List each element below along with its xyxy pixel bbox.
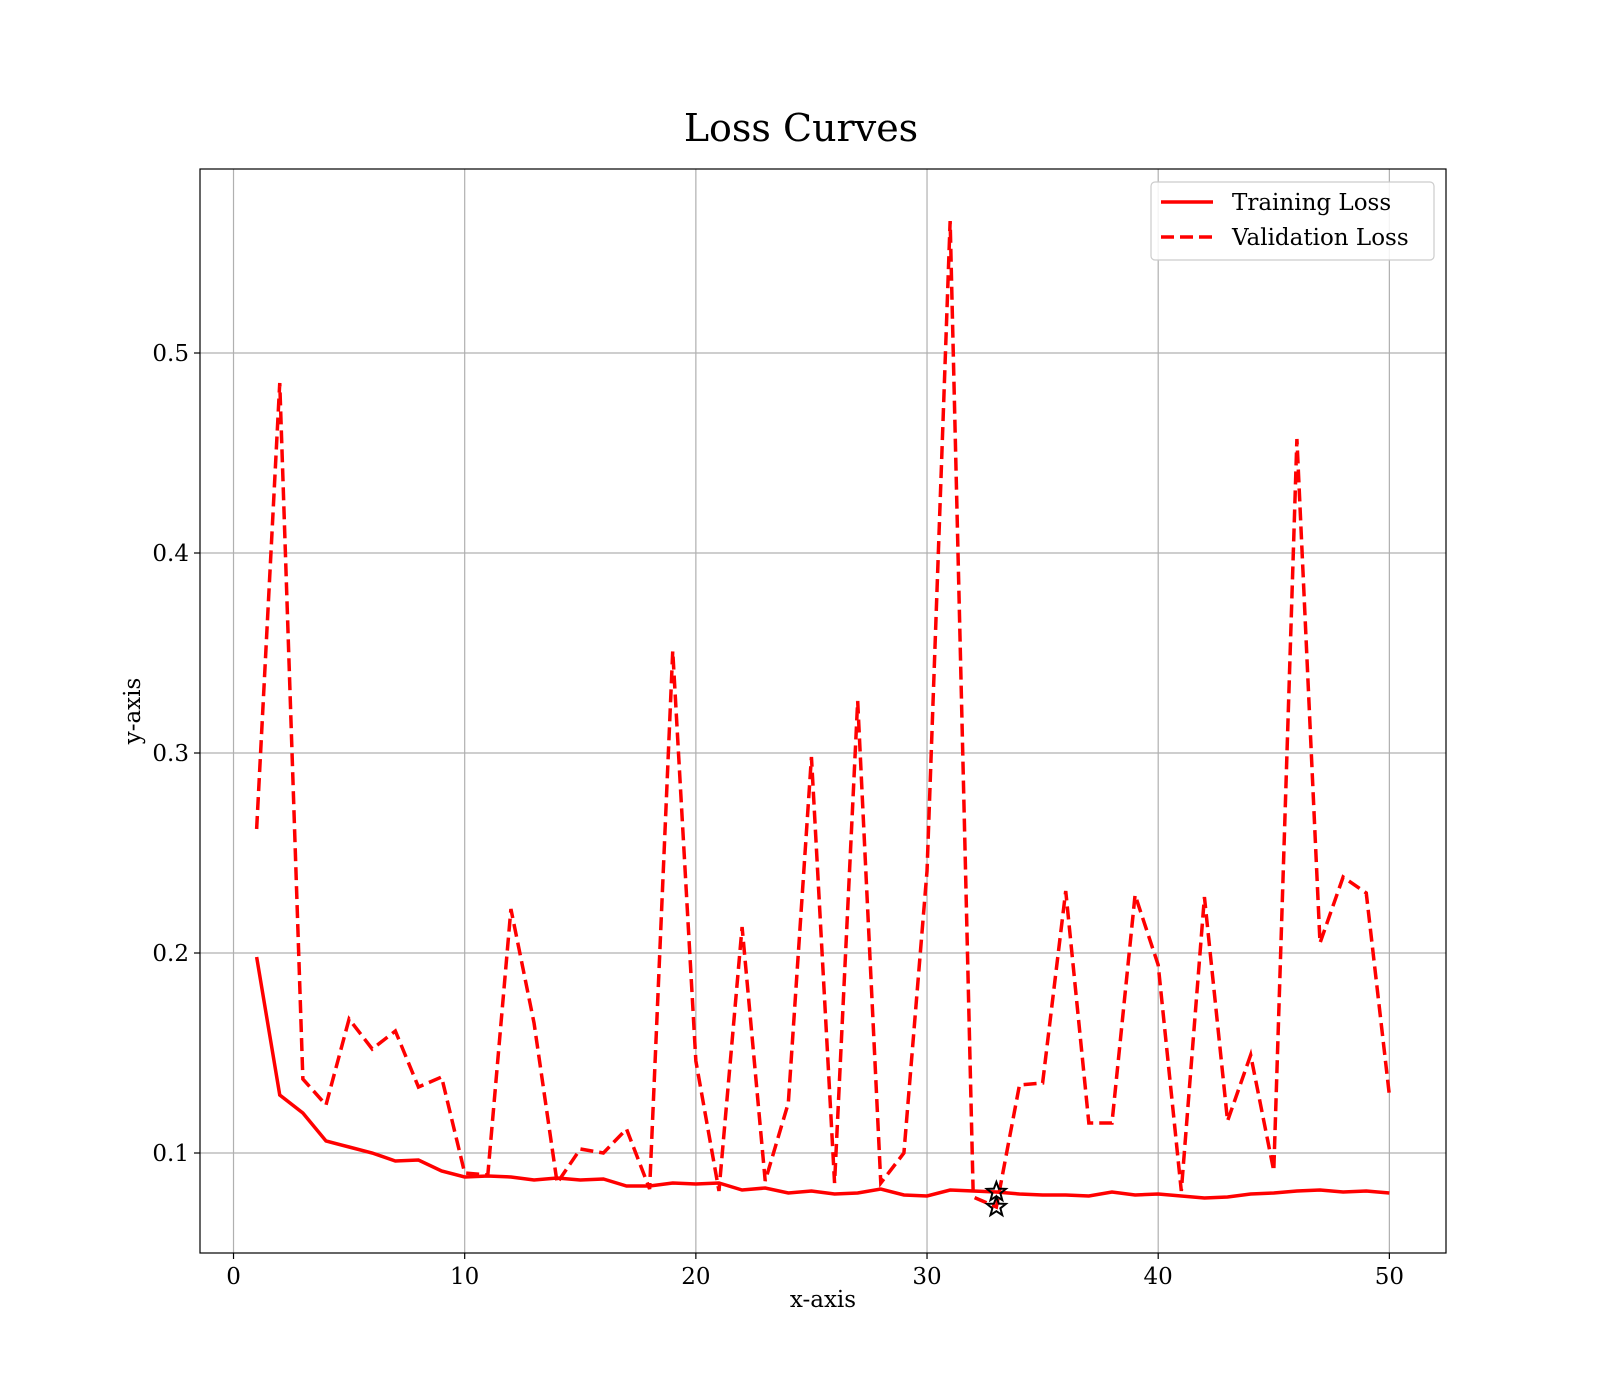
y-tick-label: 0.1 [152,1141,189,1167]
x-axis-label: x-axis [790,1287,856,1313]
y-ticks: 0.1 0.2 0.3 0.4 0.5 [152,341,200,1167]
legend: Training Loss Validation Loss [1150,181,1435,261]
series-lines [254,220,1392,1210]
legend-label-training-loss: Training Loss [1232,190,1391,216]
x-tick-label: 40 [1144,1264,1173,1290]
markers [984,1179,1009,1218]
best-epoch-star-marker [984,1194,1009,1218]
y-tick-label: 0.3 [152,741,189,767]
y-tick-label: 0.2 [152,941,189,967]
y-tick-label: 0.4 [152,541,189,567]
y-tick-label: 0.5 [152,341,189,367]
legend-box [1150,181,1435,261]
legend-label-validation-loss: Validation Loss [1231,225,1409,251]
series-line-training-loss [254,956,1390,1200]
grid-lines [200,169,1446,1253]
x-tick-label: 30 [912,1264,941,1290]
x-tick-label: 50 [1375,1264,1404,1290]
x-tick-label: 20 [681,1264,710,1290]
y-axis-label: y-axis [120,678,146,746]
x-tick-label: 0 [226,1264,241,1290]
x-ticks: 0 10 20 30 40 50 [226,1253,1404,1290]
x-tick-label: 10 [450,1264,479,1290]
chart-title: Loss Curves [684,106,918,150]
plot-area-frame [199,168,1447,1254]
series-line-validation-loss [254,220,1392,1210]
